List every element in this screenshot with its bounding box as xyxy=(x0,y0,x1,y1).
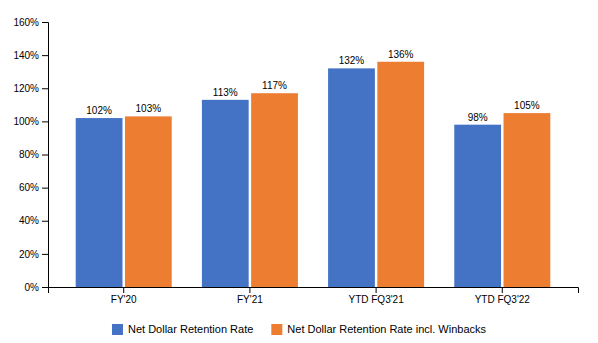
y-tick: 20% xyxy=(19,249,48,260)
data-label: 103% xyxy=(136,103,162,114)
x-axis-line xyxy=(49,288,579,294)
y-tick-label: 160% xyxy=(13,17,39,28)
y-tick-mark xyxy=(42,22,48,23)
x-tick: YTD FQ3'22 xyxy=(475,287,531,305)
bar xyxy=(328,68,375,287)
x-tick: FY'21 xyxy=(237,287,263,305)
x-tick-mark xyxy=(502,287,503,293)
bar xyxy=(454,125,501,287)
chart: 0% 20% 40% 60% 80% 100% 120% 140% 160% 102% 113% 13… xyxy=(0,0,598,343)
y-tick: 0% xyxy=(25,282,48,293)
y-tick-label: 40% xyxy=(19,215,39,226)
y-tick-mark xyxy=(42,121,48,122)
legend-swatch xyxy=(112,324,123,335)
y-tick-mark xyxy=(42,155,48,156)
bar xyxy=(377,62,424,287)
data-labels: 102% 113% 132% 98% 103% 117% 136% 105% xyxy=(86,49,540,123)
legend: Net Dollar Retention Rate Net Dollar Rete… xyxy=(112,323,487,335)
x-tick-mark xyxy=(376,287,377,293)
x-tick-label: FY'21 xyxy=(237,294,263,305)
bar xyxy=(202,100,249,287)
y-axis-line xyxy=(42,23,49,288)
y-tick: 120% xyxy=(13,83,48,94)
y-tick-label: 0% xyxy=(25,282,40,293)
bar xyxy=(504,113,551,287)
legend-item: Net Dollar Retention Rate incl. Winbacks xyxy=(271,323,486,335)
y-tick-mark xyxy=(42,287,48,288)
bar xyxy=(251,93,298,287)
x-tick-label: YTD FQ3'22 xyxy=(475,294,531,305)
y-tick: 40% xyxy=(19,215,48,226)
bar xyxy=(125,116,172,287)
bars xyxy=(76,62,551,287)
x-tick-label: YTD FQ3'21 xyxy=(348,294,404,305)
legend-label: Net Dollar Retention Rate xyxy=(128,323,253,335)
y-tick-label: 140% xyxy=(13,50,39,61)
bar xyxy=(76,118,123,287)
y-tick-mark xyxy=(42,254,48,255)
y-tick-label: 100% xyxy=(13,116,39,127)
x-tick-mark xyxy=(123,287,124,293)
data-label: 132% xyxy=(339,55,365,66)
y-tick-mark xyxy=(42,188,48,189)
y-tick-mark xyxy=(42,88,48,89)
y-tick-label: 120% xyxy=(13,83,39,94)
x-axis: FY'20 FY'21 YTD FQ3'21 YTD FQ3'22 xyxy=(49,287,579,305)
x-tick-label: FY'20 xyxy=(111,294,137,305)
bar-series xyxy=(76,68,501,287)
y-tick: 80% xyxy=(19,149,48,160)
y-tick: 100% xyxy=(13,116,48,127)
data-label: 117% xyxy=(262,80,287,91)
legend-swatch xyxy=(271,324,282,335)
data-label: 102% xyxy=(86,105,112,116)
bar-series xyxy=(125,62,550,287)
y-tick-mark xyxy=(42,221,48,222)
x-tick: YTD FQ3'21 xyxy=(348,287,404,305)
data-label: 136% xyxy=(388,49,414,60)
x-tick: FY'20 xyxy=(111,287,137,305)
y-tick-label: 60% xyxy=(19,182,39,193)
y-tick: 140% xyxy=(13,50,48,61)
x-tick-mark xyxy=(249,287,250,293)
data-label: 98% xyxy=(468,112,488,123)
data-label: 105% xyxy=(514,100,540,111)
y-tick-label: 80% xyxy=(19,149,39,160)
data-label: 113% xyxy=(213,87,238,98)
y-axis: 0% 20% 40% 60% 80% 100% 120% 140% 160% xyxy=(13,17,48,293)
legend-item: Net Dollar Retention Rate xyxy=(112,323,253,335)
legend-label: Net Dollar Retention Rate incl. Winbacks xyxy=(287,323,486,335)
plot: 0% 20% 40% 60% 80% 100% 120% 140% 160% 102% 113% 13… xyxy=(13,17,578,305)
y-tick: 60% xyxy=(19,182,48,193)
y-tick-mark xyxy=(42,55,48,56)
y-tick-label: 20% xyxy=(19,249,39,260)
y-tick: 160% xyxy=(13,17,48,28)
